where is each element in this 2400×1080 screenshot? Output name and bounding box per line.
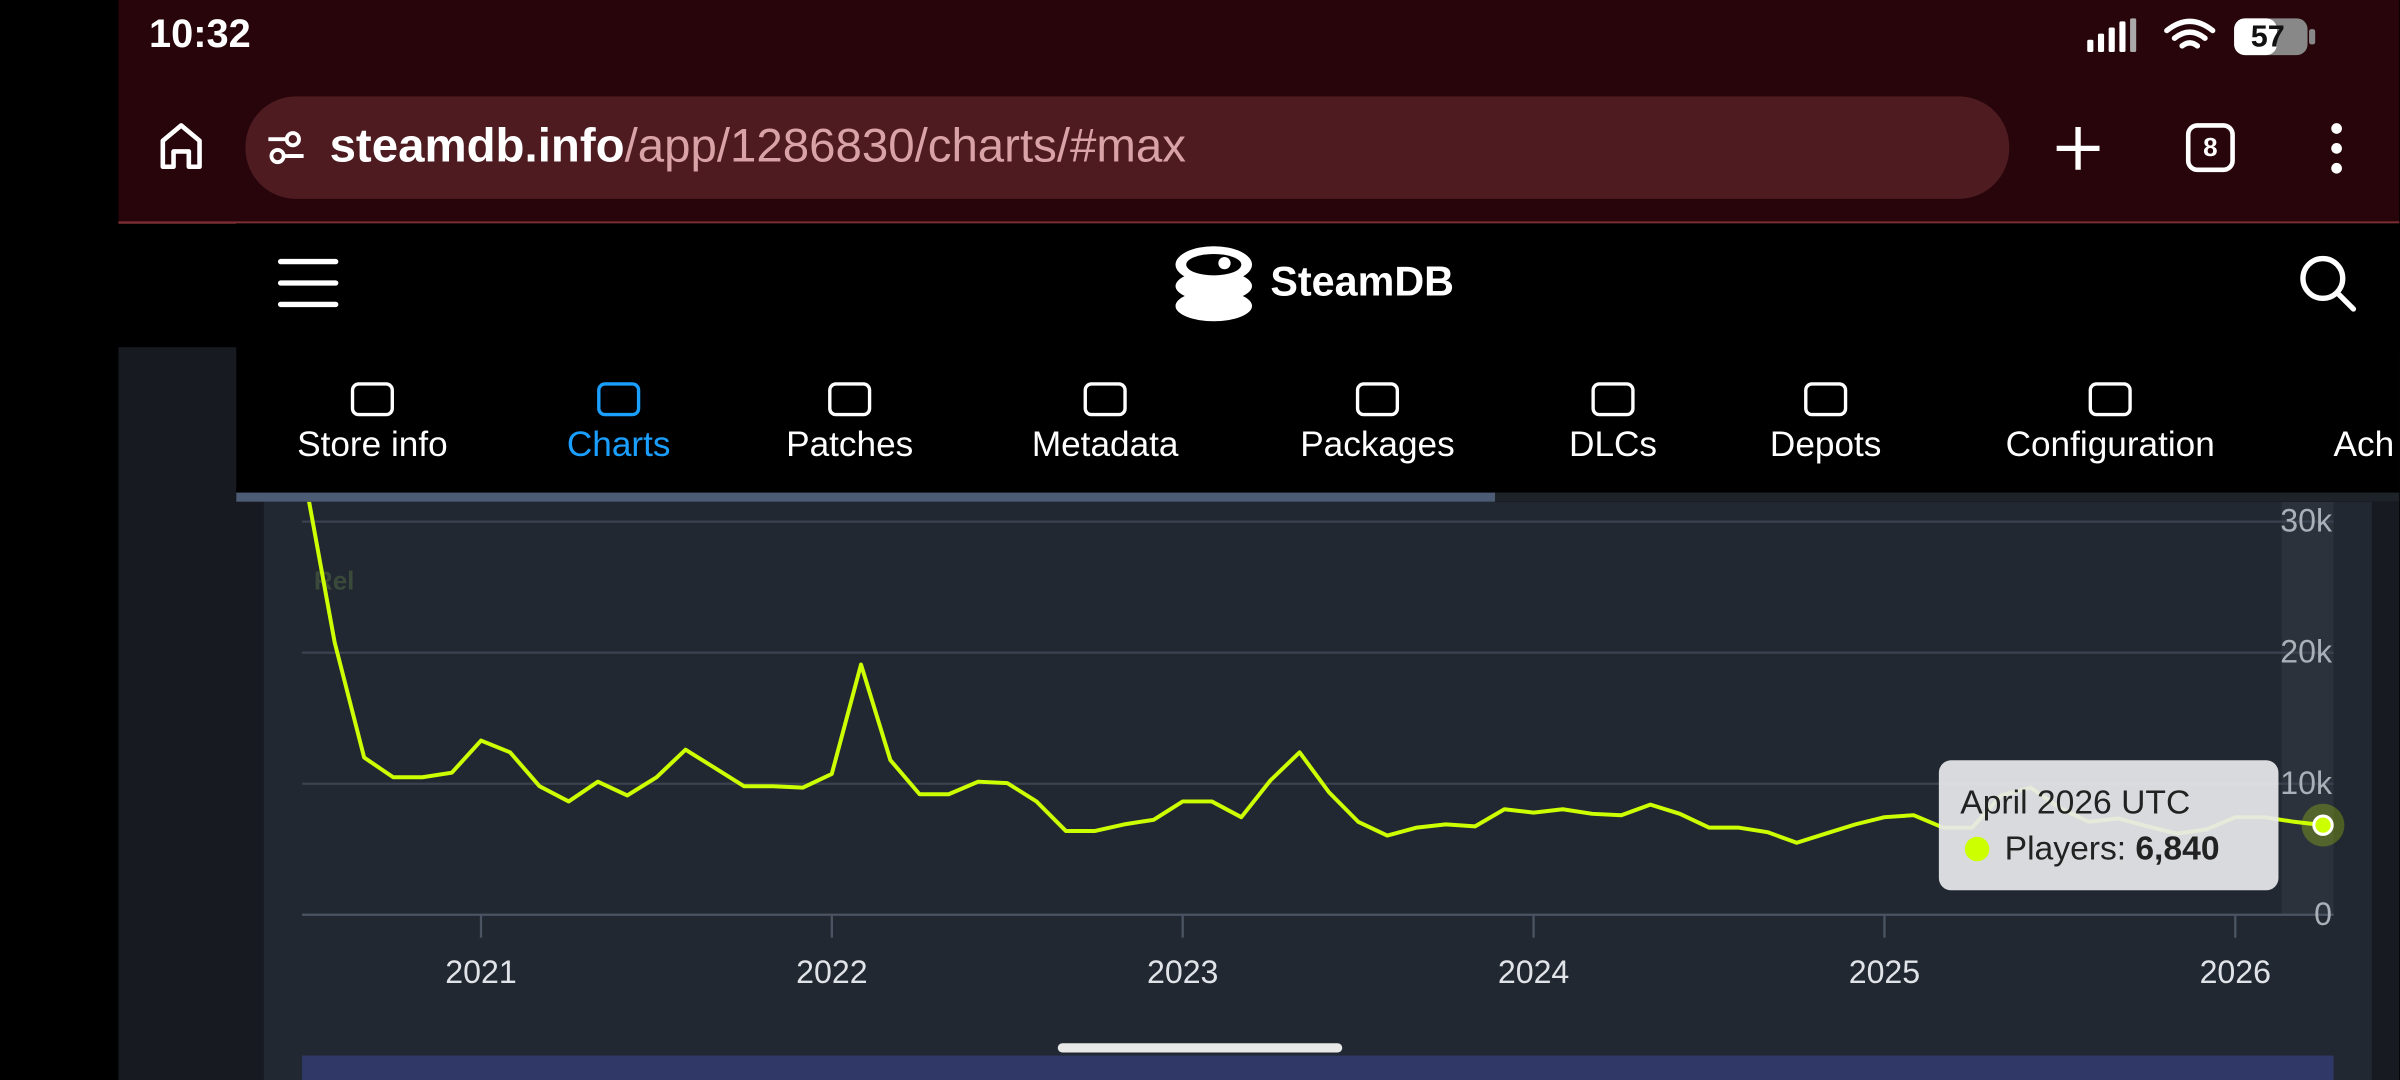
tab-icon [1355, 382, 1400, 417]
tab-bar: Store info Charts Patches Metadata Packages D… [297, 382, 2395, 464]
tab[interactable]: Depots [1770, 382, 1881, 464]
wifi-icon [2164, 18, 2216, 49]
x-tick-label: 2021 [445, 954, 516, 990]
y-tick-label: 10k [2280, 765, 2333, 801]
url-path: /app/1286830/charts/#max [625, 119, 1187, 172]
tab-label: Configuration [2006, 425, 2215, 464]
tab-label: Store info [297, 425, 448, 464]
battery-level [2234, 18, 2277, 56]
tab-label: Patches [786, 425, 913, 464]
tab-label: Depots [1770, 425, 1881, 464]
url-field[interactable] [245, 96, 2010, 199]
hover-point [2312, 814, 2334, 836]
tab-icon [1083, 382, 1127, 417]
tooltip-box [1938, 760, 2279, 891]
tabs-button[interactable] [2185, 123, 2235, 173]
url-text[interactable]: steamdb.info/app/1286830/charts/#max [330, 119, 1187, 172]
tab[interactable]: DLCs [1569, 382, 1657, 464]
tooltip-label: Players: [2005, 830, 2127, 867]
tab-label: Packages [1300, 425, 1454, 464]
x-tick-label: 2022 [796, 954, 867, 990]
tab[interactable]: Configuration [2006, 382, 2215, 464]
battery-tip [2309, 29, 2316, 45]
search-button[interactable] [2300, 255, 2357, 312]
clock: 10:32 [149, 12, 251, 56]
y-tick-label: 20k [2280, 634, 2333, 670]
tab-label-active: Charts [567, 425, 671, 464]
tab-count: 8 [2203, 132, 2217, 162]
tooltip-title: April 2026 UTC [1960, 785, 2190, 822]
tab-icon [597, 382, 641, 417]
x-tick-label: 2025 [1849, 954, 1920, 990]
signal-icon [2087, 18, 2137, 53]
tab-label: Ach [2334, 425, 2395, 464]
tab-icon [1591, 382, 1635, 417]
site-header [236, 223, 2400, 502]
tooltip: April 2026 UTC Players: 6,840 [1938, 760, 2279, 891]
y-tick-label: 0 [2314, 896, 2332, 932]
url-host: steamdb.info [330, 119, 625, 172]
y-tick-label: 30k [2280, 503, 2333, 539]
tooltip-dot [1964, 836, 1990, 862]
tab-icon [1804, 382, 1848, 417]
hamburger-button[interactable] [277, 258, 339, 308]
tab-icon [828, 382, 872, 417]
site-settings-icon[interactable] [268, 131, 304, 165]
tab-icon [2088, 382, 2132, 417]
tab[interactable]: Metadata [1032, 382, 1179, 464]
tab[interactable]: Packages [1300, 382, 1455, 464]
tab-icon [350, 382, 394, 417]
tab[interactable]: Charts [567, 382, 671, 464]
tab[interactable]: Ach [2334, 425, 2395, 464]
x-tick-label: 2024 [1498, 954, 1569, 990]
brand: SteamDB [1270, 258, 1454, 304]
x-tick-label: 2026 [2200, 954, 2271, 990]
home-button[interactable] [160, 123, 202, 170]
new-tab-button[interactable] [2056, 126, 2100, 170]
tooltip-value: 6,840 [2135, 830, 2219, 867]
tab[interactable]: Store info [297, 382, 448, 464]
chart-highlight [2281, 501, 2334, 915]
steamdb-logo [1175, 246, 1253, 322]
tab-scroll-track [1495, 492, 2400, 502]
tab-scroll-indicator [236, 492, 1496, 502]
tab[interactable]: Patches [786, 382, 913, 464]
tooltip-row: Players: 6,840 [2005, 830, 2220, 867]
navigator [302, 1055, 2334, 1080]
battery-text: 57 [2251, 19, 2285, 53]
menu-button[interactable] [2331, 123, 2342, 174]
home-indicator [1057, 1043, 1343, 1053]
x-tick-label: 2023 [1147, 954, 1218, 990]
tab-label: Metadata [1032, 425, 1179, 464]
tab-label: DLCs [1569, 425, 1657, 464]
